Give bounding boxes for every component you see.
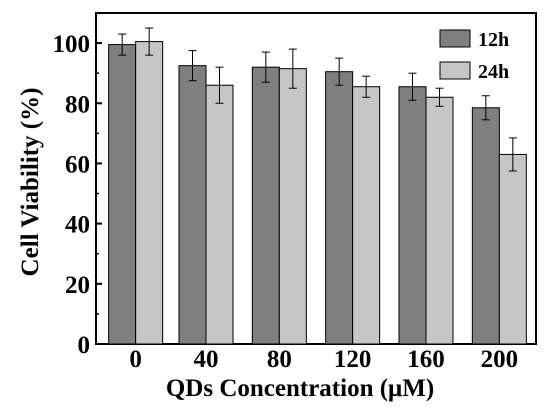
plot-frame: [95, 12, 537, 345]
x-tick-label: 0: [129, 346, 142, 373]
y-tick-label: 0: [78, 332, 91, 359]
x-tick-label: 80: [267, 346, 292, 373]
y-tick-label: 20: [65, 272, 90, 299]
x-tick-label: 160: [407, 346, 445, 373]
bar-12h-80: [251, 66, 280, 345]
bar-24h-80: [278, 68, 307, 345]
bar-12h-40: [178, 65, 207, 345]
y-tick-label: 80: [65, 91, 90, 118]
x-axis-label: QDs Concentration (μM): [166, 375, 434, 402]
plot-area: [95, 12, 537, 345]
axes-layer: 0 20 40 60 80 100 0 40 80 120 160 200: [53, 31, 519, 373]
y-axis-label: Cell Viability (%): [17, 88, 44, 277]
x-tick-label: 120: [334, 346, 372, 373]
bar-24h-40: [205, 84, 234, 345]
legend-label-24h: 24h: [478, 61, 509, 83]
bar-12h-0: [108, 44, 137, 345]
bar-24h-120: [352, 86, 381, 345]
legend-label-12h: 12h: [478, 29, 509, 51]
legend-swatch-24h: [439, 61, 471, 80]
x-tick-label: 40: [194, 346, 219, 373]
bar-12h-120: [325, 71, 354, 345]
x-tick-label: 200: [481, 346, 519, 373]
y-tick-label: 60: [65, 151, 90, 178]
bar-12h-160: [398, 86, 427, 345]
bar-24h-0: [135, 41, 164, 345]
y-tick-label: 40: [65, 212, 90, 239]
bar-12h-200: [471, 107, 500, 345]
bar-24h-200: [498, 153, 527, 345]
legend-swatch-12h: [439, 29, 471, 48]
bars-layer: [108, 27, 527, 345]
bar-24h-160: [425, 96, 454, 345]
y-tick-label: 100: [53, 31, 91, 58]
